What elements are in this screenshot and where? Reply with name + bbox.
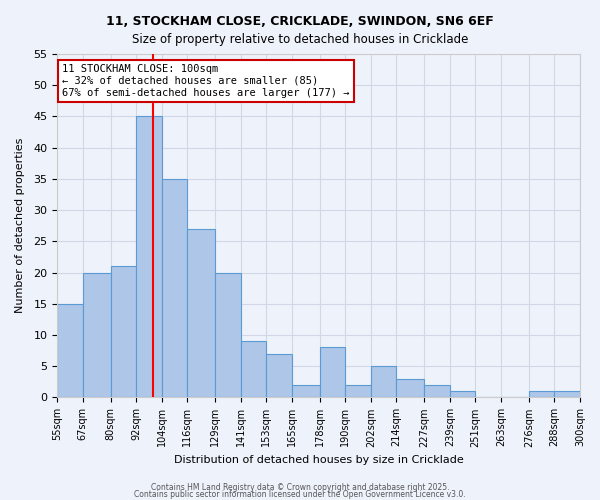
Bar xyxy=(162,179,187,398)
Bar xyxy=(266,354,292,398)
Bar xyxy=(136,116,162,398)
Bar xyxy=(57,304,83,398)
Bar xyxy=(345,385,371,398)
Bar xyxy=(554,391,580,398)
Bar xyxy=(292,385,320,398)
Bar xyxy=(110,266,136,398)
Bar xyxy=(371,366,397,398)
Text: Contains HM Land Registry data © Crown copyright and database right 2025.: Contains HM Land Registry data © Crown c… xyxy=(151,484,449,492)
Bar xyxy=(424,385,450,398)
Text: 11 STOCKHAM CLOSE: 100sqm
← 32% of detached houses are smaller (85)
67% of semi-: 11 STOCKHAM CLOSE: 100sqm ← 32% of detac… xyxy=(62,64,350,98)
Text: Size of property relative to detached houses in Cricklade: Size of property relative to detached ho… xyxy=(132,32,468,46)
Bar xyxy=(187,229,215,398)
Text: Contains public sector information licensed under the Open Government Licence v3: Contains public sector information licen… xyxy=(134,490,466,499)
Bar xyxy=(215,272,241,398)
Bar xyxy=(397,378,424,398)
Bar xyxy=(529,391,554,398)
Bar xyxy=(320,348,345,398)
Text: 11, STOCKHAM CLOSE, CRICKLADE, SWINDON, SN6 6EF: 11, STOCKHAM CLOSE, CRICKLADE, SWINDON, … xyxy=(106,15,494,28)
Bar xyxy=(241,341,266,398)
X-axis label: Distribution of detached houses by size in Cricklade: Distribution of detached houses by size … xyxy=(174,455,463,465)
Y-axis label: Number of detached properties: Number of detached properties xyxy=(15,138,25,314)
Bar xyxy=(83,272,110,398)
Bar xyxy=(450,391,475,398)
